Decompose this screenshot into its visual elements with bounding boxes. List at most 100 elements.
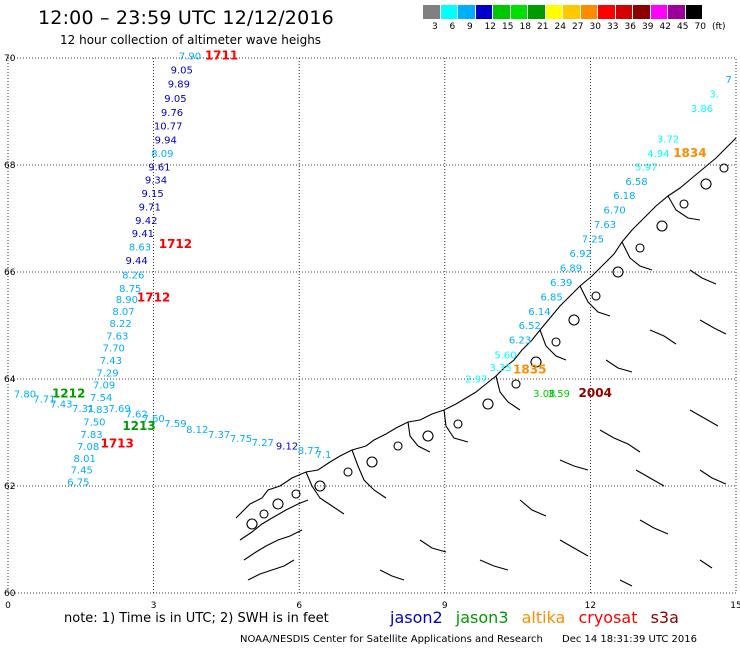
swh-value: 3.08 (533, 389, 555, 400)
swh-value: 7.75 (230, 434, 252, 445)
scale-swatch (579, 5, 597, 19)
swh-value: 7.83 (87, 405, 109, 416)
scale-label: 6 (449, 22, 456, 32)
fjord-coastline (635, 469, 665, 487)
scale-label: 45 (677, 22, 689, 32)
scale-swatch (649, 5, 667, 19)
swh-value: 7.27 (252, 438, 274, 449)
swh-value: 7.63 (594, 220, 616, 231)
scale-label: 33 (607, 22, 619, 32)
swh-value: 6.23 (509, 336, 531, 347)
swh-value: 8.63 (129, 243, 151, 254)
fjord-coastline (239, 499, 309, 541)
fjord-coastline (619, 579, 633, 587)
island-outline (272, 498, 284, 510)
swh-value: 7.62 (125, 410, 147, 421)
scale-label: 42 (659, 22, 671, 32)
scale-swatch (492, 5, 510, 19)
swh-value: 6.18 (613, 191, 635, 202)
pass-time-label: 1213 (122, 419, 155, 433)
fjord-coastline (351, 449, 387, 499)
pass-time-label: 1712 (159, 237, 192, 251)
island-outline (246, 518, 258, 530)
swh-value: 7.54 (90, 393, 112, 404)
swh-value: 9.71 (139, 202, 161, 213)
swh-value: 7.70 (103, 344, 125, 355)
island-outline (530, 356, 542, 368)
lon-tick-label: 15 (730, 601, 740, 611)
swh-value: 9.44 (125, 256, 147, 267)
fjord-coastline (667, 195, 701, 221)
swh-value: 7.69 (108, 404, 130, 415)
scale-label: (ft) (712, 22, 726, 32)
pass-time-label: 1212 (52, 387, 85, 401)
island-outline (291, 489, 301, 499)
scale-label: 70 (694, 22, 706, 32)
swh-value: 3.59 (548, 389, 570, 400)
swh-value: 7 (726, 75, 732, 86)
swh-value: 9.15 (141, 189, 163, 200)
fjord-coastline (639, 519, 669, 535)
lat-tick-label: 66 (4, 268, 16, 278)
island-outline (453, 419, 463, 429)
fjord-coastline (247, 559, 295, 581)
scale-label: 3 (432, 22, 438, 32)
scale-swatch (684, 5, 702, 19)
island-outline (551, 337, 561, 347)
swh-value: 6.89 (560, 263, 582, 274)
credit-text: NOAA/NESDIS Center for Satellite Applica… (240, 634, 543, 645)
island-outline (259, 509, 269, 519)
timestamp-text: Dec 14 18:31:39 UTC 2016 (562, 634, 697, 645)
swh-value: 7.60 (142, 414, 164, 425)
scale-swatch (527, 5, 545, 19)
swh-value: 6.75 (67, 477, 89, 488)
swh-value: 4.94 (647, 149, 669, 160)
island-outline (366, 456, 378, 468)
swh-value: 10.77 (154, 122, 183, 133)
island-outline (612, 266, 624, 278)
swh-value: 2.97 (465, 375, 487, 386)
scale-swatch (474, 5, 492, 19)
swh-value: 7.43 (50, 399, 72, 410)
swh-value: 7.31 (72, 404, 94, 415)
scale-label: 21 (537, 22, 549, 32)
swh-value: 7.80 (14, 390, 36, 401)
pass-time-label: 1835 (513, 363, 546, 377)
swh-value: 9.41 (132, 229, 154, 240)
swh-value: 9.05 (164, 94, 186, 105)
axis-tick-labels: 0 3 6 9 12 15 70 68 66 64 62 60 (4, 54, 740, 611)
swh-value: 7.43 (100, 356, 122, 367)
scale-swatch (509, 5, 527, 19)
swh-value: 7.29 (96, 368, 118, 379)
lat-tick-label: 64 (4, 375, 16, 385)
fjord-coastline (305, 471, 345, 515)
island-outline (314, 480, 326, 492)
scale-label: 18 (519, 22, 531, 32)
wave-height-color-scale (422, 5, 702, 19)
scale-swatch (614, 5, 632, 19)
pass-time-label: 1711 (205, 49, 238, 63)
fjord-coastline (407, 421, 431, 453)
swh-value: 9.89 (168, 79, 190, 90)
lon-tick-label: 12 (585, 601, 596, 611)
fjord-coastline (519, 499, 547, 517)
island-outline (343, 467, 353, 477)
swh-value: 8.75 (119, 284, 141, 295)
swh-value: 3.72 (657, 135, 679, 146)
island-outline (679, 199, 689, 209)
fjord-coastline (243, 529, 303, 561)
lon-tick-label: 0 (5, 601, 11, 611)
swh-value: 6.70 (604, 206, 626, 217)
norway-coastline (235, 137, 737, 587)
wave-height-scale-labels: 3 6 9 12 15 18 21 24 27 30 33 36 39 42 45 70 (ft) (422, 22, 740, 34)
scale-swatch (422, 5, 440, 19)
swh-value: 9.61 (148, 162, 170, 173)
pass-time-label: 1834 (673, 146, 706, 160)
fjord-coastline (379, 569, 405, 581)
fjord-coastline (599, 429, 641, 453)
lat-lon-grid (7, 57, 737, 594)
lat-tick-label: 70 (4, 54, 16, 64)
scale-label: 9 (467, 22, 473, 32)
fjord-coastline (479, 559, 509, 571)
swh-value: 3.35 (489, 363, 511, 374)
